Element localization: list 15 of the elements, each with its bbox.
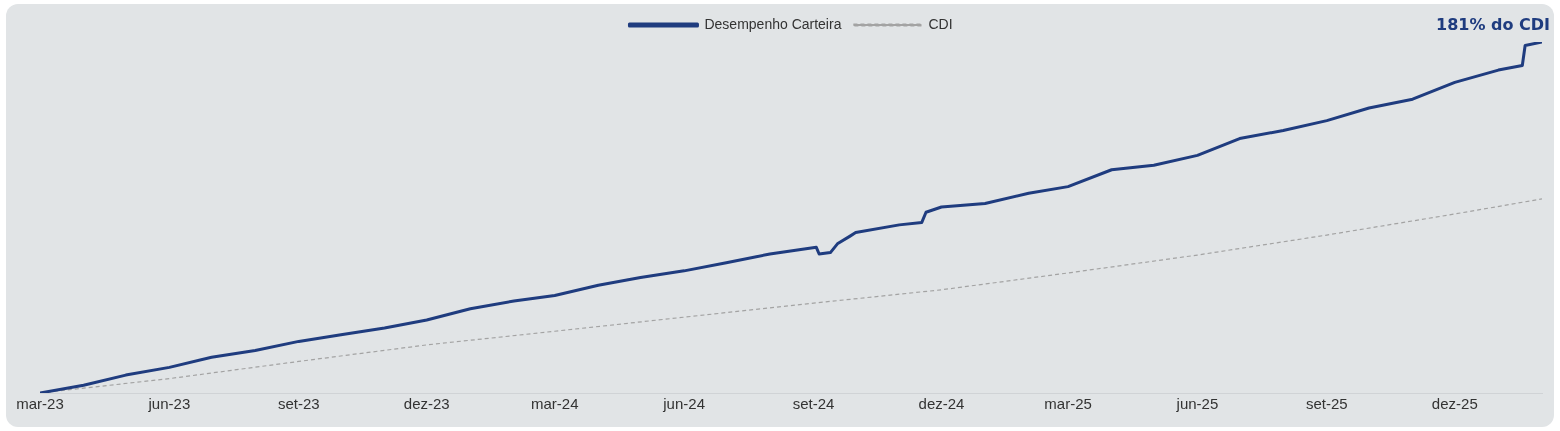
x-tick-label: mar-23 bbox=[16, 395, 64, 413]
x-tick-label: dez-24 bbox=[918, 395, 965, 413]
x-tick-label: jun-25 bbox=[1175, 395, 1219, 413]
x-tick-label: mar-24 bbox=[530, 395, 579, 413]
x-tick-label: set-24 bbox=[792, 395, 835, 413]
x-tick-label: set-25 bbox=[1305, 395, 1348, 413]
x-tick-label: dez-25 bbox=[1431, 395, 1478, 413]
legend-label: Desempenho Carteira bbox=[704, 15, 842, 32]
x-tick-label: dez-23 bbox=[403, 395, 450, 413]
x-tick-label: set-23 bbox=[277, 395, 320, 413]
x-tick-label: mar-25 bbox=[1044, 395, 1092, 413]
legend-label: CDI bbox=[928, 15, 953, 32]
x-tick-label: jun-23 bbox=[147, 395, 191, 413]
x-tick-label: jun-24 bbox=[662, 395, 705, 413]
annotation: 181% do CDI bbox=[1436, 15, 1550, 35]
